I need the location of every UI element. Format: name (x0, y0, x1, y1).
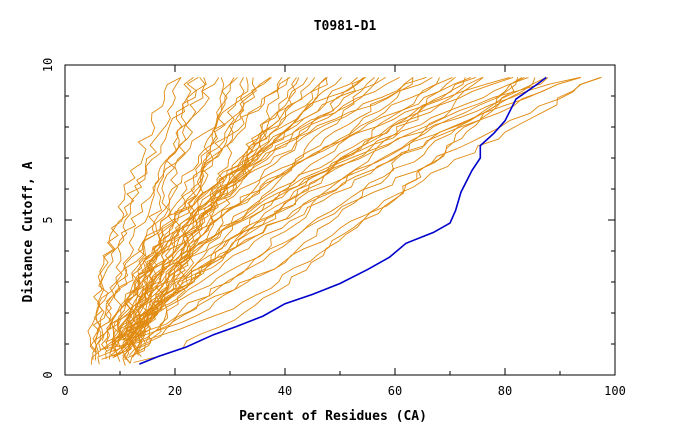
background-series (110, 76, 547, 352)
background-series (111, 77, 220, 354)
chart-title: T0981-D1 (314, 19, 377, 34)
background-series (94, 76, 510, 357)
background-series (133, 77, 519, 363)
background-series (101, 77, 536, 360)
background-series (99, 77, 523, 351)
background-series (89, 77, 433, 354)
x-tick-label: 80 (498, 384, 512, 398)
background-series (122, 77, 272, 341)
background-series (97, 76, 601, 365)
y-axis-label: Distance Cutoff, A (21, 161, 36, 302)
x-tick-label: 0 (61, 384, 68, 398)
x-tick-label: 20 (168, 384, 182, 398)
background-series (101, 77, 364, 352)
x-axis-label: Percent of Residues (CA) (239, 409, 427, 424)
background-series (122, 76, 582, 364)
background-series (134, 76, 427, 342)
background-series (117, 77, 386, 347)
background-series (110, 76, 453, 356)
background-series (112, 77, 484, 343)
background-series (120, 76, 529, 348)
background-series (128, 77, 291, 341)
background-series (128, 76, 580, 350)
background-series (121, 77, 327, 350)
background-series (133, 77, 342, 356)
y-tick-label: 5 (41, 216, 55, 223)
y-tick-label: 0 (41, 371, 55, 378)
x-tick-label: 60 (388, 384, 402, 398)
highlight-series (139, 76, 547, 365)
background-series (138, 77, 549, 344)
x-tick-label: 100 (604, 384, 626, 398)
background-series (129, 76, 476, 364)
background-series (134, 77, 235, 351)
background-series (105, 76, 525, 360)
plot-curves (87, 76, 602, 366)
background-series (105, 77, 182, 349)
x-tick-label: 40 (278, 384, 292, 398)
background-series (111, 76, 472, 344)
background-series (129, 77, 366, 342)
axis-ticks: 0 20 40 60 80 100 0 5 10 (41, 58, 626, 398)
background-series (92, 77, 271, 360)
background-series (121, 77, 289, 364)
background-series (92, 76, 400, 361)
y-tick-label: 10 (41, 58, 55, 72)
background-series (123, 76, 581, 361)
background-series (90, 77, 182, 365)
background-series (113, 76, 602, 352)
background-series (114, 77, 328, 362)
